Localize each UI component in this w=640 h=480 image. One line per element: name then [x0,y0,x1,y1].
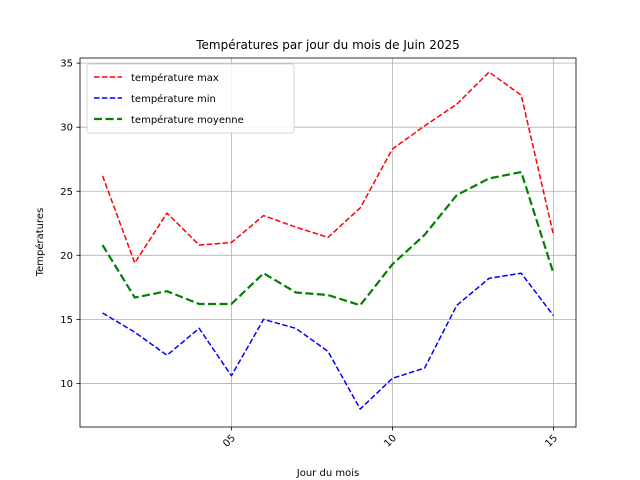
data-point-2-10 [423,234,425,236]
series-line-0 [101,71,555,264]
data-point-1-8 [359,408,361,410]
data-point-1-9 [391,377,393,379]
data-point-1-1 [134,331,136,333]
data-point-0-3 [198,244,200,246]
data-point-1-4 [230,375,232,377]
data-point-0-5 [262,214,264,216]
data-point-1-13 [520,272,522,274]
y-tick-label-4: 30 [60,123,73,134]
x-axis-title: Jour du mois [296,468,359,479]
data-point-0-0 [101,175,103,177]
data-point-2-9 [391,263,393,265]
data-point-2-12 [488,177,490,179]
y-tick-label-3: 25 [60,187,73,198]
data-point-2-5 [262,272,264,274]
data-point-1-2 [166,354,168,356]
y-axis-title: Températures [34,208,46,278]
series-line-2 [101,170,555,307]
data-point-2-4 [230,303,232,305]
data-point-2-11 [456,194,458,196]
legend-label-2: température moyenne [131,114,244,126]
chart-title: Températures par jour du mois de Juin 20… [195,38,460,52]
series-lines [101,71,555,410]
y-tick-label-1: 15 [60,315,73,326]
series-line-1 [102,272,555,410]
data-point-2-7 [327,294,329,296]
data-point-1-0 [101,312,103,314]
legend-label-0: température max [131,72,219,84]
y-tick-label-5: 35 [60,59,73,70]
data-point-0-11 [456,103,458,105]
data-point-1-3 [198,327,200,329]
legend-box [86,63,295,134]
y-tick-label-0: 10 [60,379,73,390]
data-point-0-6 [295,226,297,228]
legend: température max température min températur… [86,63,295,134]
data-point-1-12 [488,277,490,279]
data-point-2-6 [295,291,297,293]
plot-frame [79,57,577,428]
data-point-0-8 [359,207,361,209]
data-point-1-11 [456,304,458,306]
data-point-1-5 [262,318,264,320]
data-point-0-7 [327,236,329,238]
data-point-1-7 [327,350,329,352]
data-point-2-2 [166,290,168,292]
data-point-2-13 [520,171,522,173]
data-point-2-3 [198,303,200,305]
data-point-2-0 [101,244,103,246]
data-point-0-14 [552,234,554,236]
legend-label-1: température min [131,93,216,105]
data-point-0-9 [391,148,393,150]
data-point-0-1 [134,262,136,264]
data-point-1-6 [295,327,297,329]
data-point-2-14 [552,272,554,274]
data-point-0-10 [423,125,425,127]
data-point-1-14 [552,314,554,316]
data-point-0-12 [488,71,490,73]
data-point-2-8 [359,304,361,306]
data-point-0-13 [520,94,522,96]
data-point-2-1 [134,296,136,298]
y-tick-label-2: 20 [60,251,73,262]
data-point-0-4 [230,241,232,243]
data-point-1-10 [423,367,425,369]
data-point-0-2 [166,212,168,214]
